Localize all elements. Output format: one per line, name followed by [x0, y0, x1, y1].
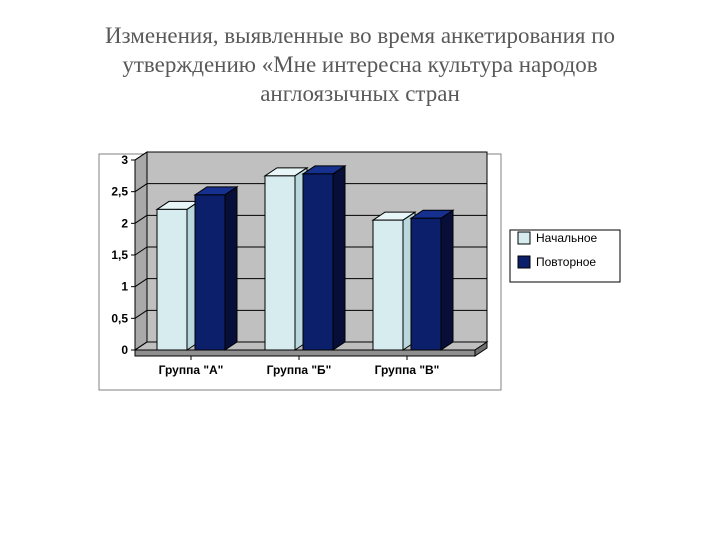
bar-front — [157, 209, 187, 350]
title-line-3: англоязычных стран — [260, 81, 460, 106]
legend-swatch — [518, 256, 530, 268]
bar-front — [265, 176, 295, 350]
x-category-label: Группа "В" — [375, 363, 440, 377]
x-category-label: Группа "Б" — [267, 363, 332, 377]
title-line-2: утверждению «Мне интересна культура наро… — [122, 52, 597, 77]
title-line-1: Изменения, выявленные во время анкетиров… — [105, 23, 615, 48]
bar-front — [411, 218, 441, 350]
x-category-label: Группа "А" — [159, 363, 224, 377]
bar-front — [195, 195, 225, 350]
y-tick-label: 2 — [121, 216, 128, 230]
legend-label: Повторное — [536, 255, 596, 269]
bar-chart-3d: 0 0,5 1 1,5 2 2,5 3 Группа "А" Группа "Б" Группа … — [95, 150, 635, 420]
y-tick-label: 1 — [121, 280, 128, 294]
bar-front — [303, 174, 333, 350]
bar-front — [373, 220, 403, 350]
chart-title: Изменения, выявленные во время анкетиров… — [0, 22, 720, 108]
y-tick-label: 1,5 — [111, 248, 128, 262]
y-tick-label: 0,5 — [111, 311, 128, 325]
bar-side — [225, 187, 237, 350]
bar-side — [333, 166, 345, 350]
bar-side — [441, 210, 453, 350]
chart-container: 0 0,5 1 1,5 2 2,5 3 Группа "А" Группа "Б" Группа … — [95, 150, 635, 420]
y-tick-label: 3 — [121, 153, 128, 167]
y-tick-label: 0 — [121, 343, 128, 357]
legend-swatch — [518, 232, 530, 244]
y-tick-label: 2,5 — [111, 185, 128, 199]
legend-label: Начальное — [536, 231, 598, 245]
